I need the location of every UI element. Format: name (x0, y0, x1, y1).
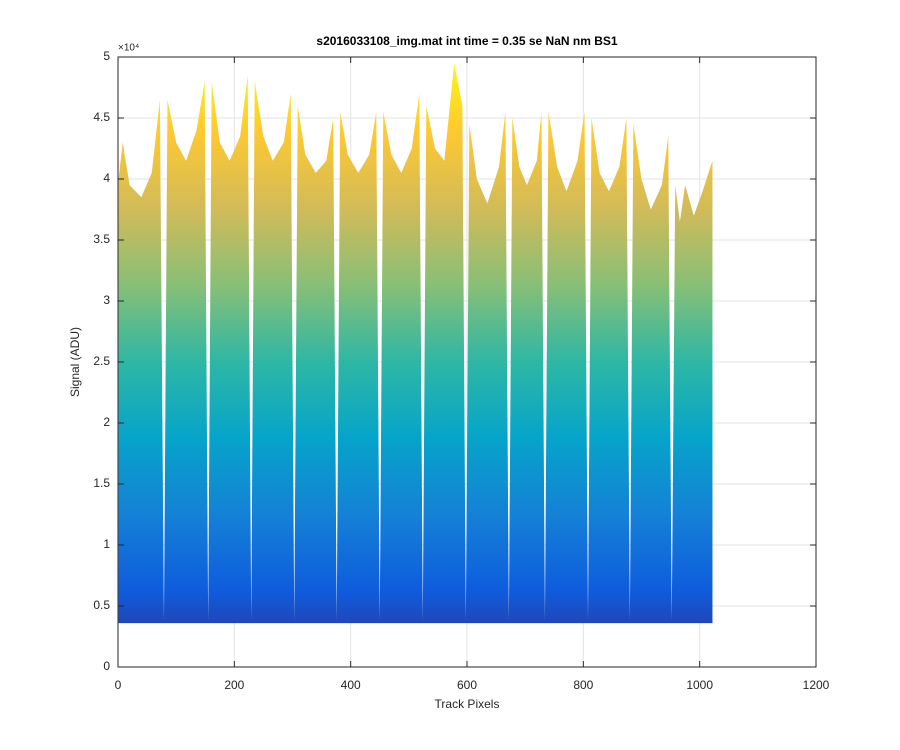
y-tick-label: 3 (103, 293, 110, 307)
x-tick-label: 800 (573, 678, 593, 692)
x-tick-label: 200 (224, 678, 244, 692)
y-tick-label: 0.5 (93, 598, 110, 612)
y-exponent: ×10⁴ (118, 43, 139, 54)
x-tick-label: 0 (115, 678, 122, 692)
area (118, 63, 713, 624)
y-tick-label: 2.5 (93, 354, 110, 368)
y-tick-label: 4.5 (93, 110, 110, 124)
x-tick-label: 1000 (686, 678, 713, 692)
y-tick-label: 5 (103, 49, 110, 63)
y-tick-label: 2 (103, 415, 110, 429)
y-axis-label: Signal (ADU) (68, 327, 82, 397)
x-axis-label: Track Pixels (435, 697, 500, 711)
chart-title: s2016033108_img.mat int time = 0.35 se N… (316, 34, 617, 48)
y-tick-label: 4 (103, 171, 110, 185)
y-tick-label: 0 (103, 659, 110, 673)
y-tick-label: 3.5 (93, 232, 110, 246)
x-tick-label: 600 (457, 678, 477, 692)
y-tick-label: 1.5 (93, 476, 110, 490)
y-tick-label: 1 (103, 537, 110, 551)
x-tick-label: 1200 (803, 678, 830, 692)
x-tick-label: 400 (341, 678, 361, 692)
